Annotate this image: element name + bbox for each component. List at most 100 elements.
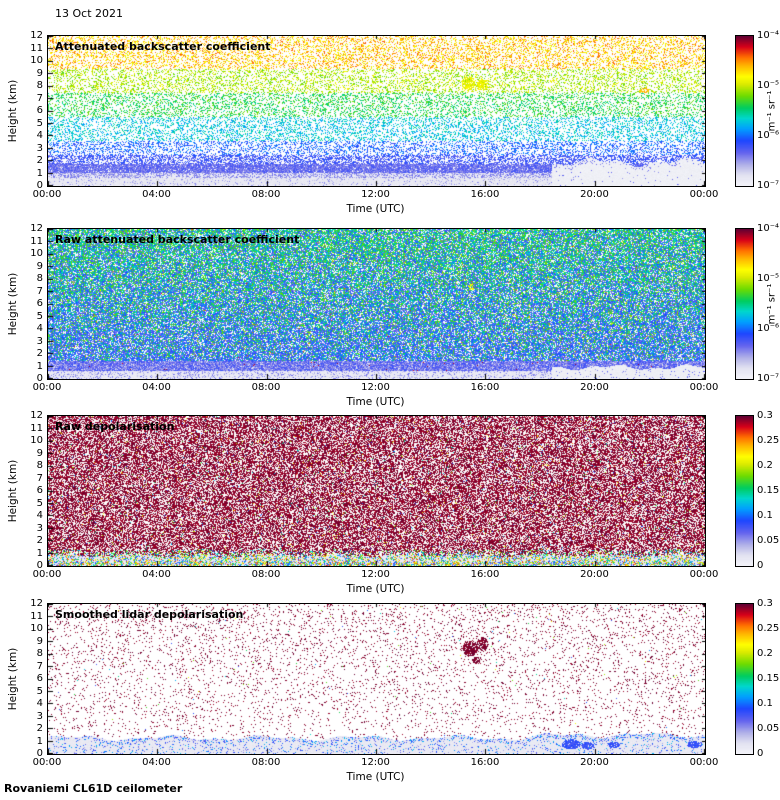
x-tick-label: 04:00 xyxy=(142,757,171,768)
x-tick-label: 04:00 xyxy=(142,569,171,580)
y-tick-label: 0 xyxy=(36,180,43,191)
y-tick-label: 8 xyxy=(36,648,43,659)
colorbar-gradient xyxy=(735,603,754,755)
colorbar-tick-label: 0.15 xyxy=(757,673,780,684)
y-tick-label: 5 xyxy=(36,685,43,697)
colorbar-tick-labels: 10⁻⁴ 10⁻⁵ 10⁻⁶ 10⁻⁷ xyxy=(757,30,780,191)
x-tick-label: 08:00 xyxy=(251,382,281,393)
colorbar-tick-label: 0 xyxy=(757,560,764,571)
colorbar-tick-label: 10⁻⁶ xyxy=(757,130,780,141)
y-tick-label: 2 xyxy=(36,723,43,734)
colorbar-tick-label: 0.05 xyxy=(757,723,780,734)
colorbar-tick-label: 0 xyxy=(757,748,764,759)
instrument-label: Rovaniemi CL61D ceilometer xyxy=(4,782,183,795)
y-tick-label: 7 xyxy=(36,92,43,104)
x-tick-label: 12:00 xyxy=(361,569,390,580)
heatmap-canvas xyxy=(48,604,705,754)
y-tick-label: 4 xyxy=(36,510,43,521)
y-tick-label: 10 xyxy=(30,623,43,634)
date-label: 13 Oct 2021 xyxy=(55,7,124,20)
y-tick-label: 4 xyxy=(36,323,43,334)
panel-title: Raw depolarisation xyxy=(55,420,175,433)
y-tick-label: 4 xyxy=(36,698,43,709)
y-tick-label: 10 xyxy=(30,248,43,259)
x-tick-label: 16:00 xyxy=(470,382,500,393)
plot-area: Raw depolarisation xyxy=(47,415,706,567)
panel-title: Smoothed lidar depolarisation xyxy=(55,608,244,621)
x-tick-label: 08:00 xyxy=(251,569,281,580)
x-axis-label: Time (UTC) xyxy=(346,396,405,408)
y-tick-label: 8 xyxy=(36,460,43,471)
y-tick-label: 5 xyxy=(36,497,43,509)
colorbar-tick-label: 0.3 xyxy=(757,598,773,609)
colorbar-tick-label: 10⁻⁶ xyxy=(757,323,780,334)
colorbar-gradient xyxy=(735,228,754,380)
colorbar-tick-label: 0.1 xyxy=(757,510,773,521)
colorbar-unit-label: m⁻¹ sr⁻¹ xyxy=(766,90,778,132)
colorbar-tick-label: 0.2 xyxy=(757,648,773,659)
heatmap-canvas xyxy=(48,229,705,379)
x-tick-label: 12:00 xyxy=(361,382,390,393)
colorbar-tick-label: 0.2 xyxy=(757,460,773,471)
y-tick-label: 5 xyxy=(36,310,43,322)
colorbar-tick-label: 10⁻⁷ xyxy=(757,373,780,384)
y-axis-tick-labels: 12 11 10 9 8 7 6 5 4 3 2 1 0 xyxy=(0,410,44,571)
plot-area: Smoothed lidar depolarisation xyxy=(47,603,706,755)
y-tick-label: 1 xyxy=(36,735,43,747)
y-axis-tick-labels: 12 11 10 9 8 7 6 5 4 3 2 1 0 xyxy=(0,30,44,191)
x-tick-label: 00:00 xyxy=(689,189,719,200)
y-tick-label: 9 xyxy=(36,67,43,79)
y-tick-label: 1 xyxy=(36,547,43,559)
y-tick-label: 7 xyxy=(36,472,43,484)
panel-raw-backscatter: Height (km) Raw attenuated backscatter c… xyxy=(0,223,780,420)
y-tick-label: 10 xyxy=(30,55,43,66)
colorbar-tick-label: 0.05 xyxy=(757,535,780,546)
x-tick-label: 04:00 xyxy=(142,382,171,393)
y-tick-label: 3 xyxy=(36,142,43,154)
y-tick-label: 11 xyxy=(30,422,43,434)
y-tick-label: 9 xyxy=(36,260,43,272)
colorbar-tick-label: 10⁻⁷ xyxy=(757,180,780,191)
x-tick-label: 20:00 xyxy=(580,189,609,200)
y-tick-label: 8 xyxy=(36,80,43,91)
x-tick-label: 16:00 xyxy=(470,569,500,580)
y-tick-label: 7 xyxy=(36,660,43,672)
colorbar-gradient xyxy=(735,35,754,187)
x-tick-label: 16:00 xyxy=(470,189,500,200)
colorbar-tick-label: 0.25 xyxy=(757,435,780,446)
colorbar-tick-label: 10⁻⁵ xyxy=(757,80,780,91)
y-tick-label: 9 xyxy=(36,447,43,459)
heatmap-canvas xyxy=(48,36,705,186)
y-tick-label: 1 xyxy=(36,360,43,372)
x-tick-label: 00:00 xyxy=(32,382,62,393)
y-tick-label: 8 xyxy=(36,273,43,284)
colorbar-tick-label: 0.1 xyxy=(757,698,773,709)
x-tick-label: 00:00 xyxy=(32,757,62,768)
y-tick-label: 12 xyxy=(30,30,43,41)
y-tick-label: 6 xyxy=(36,105,43,116)
panel-title: Attenuated backscatter coefficient xyxy=(55,40,271,53)
y-tick-label: 3 xyxy=(36,522,43,534)
x-axis-label: Time (UTC) xyxy=(346,203,405,215)
colorbar-tick-labels: 10⁻⁴ 10⁻⁵ 10⁻⁶ 10⁻⁷ xyxy=(757,223,780,384)
x-tick-label: 12:00 xyxy=(361,757,390,768)
panel-attenuated-backscatter: Height (km) Attenuated backscatter coeff… xyxy=(0,30,780,227)
x-tick-label: 00:00 xyxy=(689,757,719,768)
y-tick-label: 6 xyxy=(36,485,43,496)
x-tick-label: 20:00 xyxy=(580,569,609,580)
y-tick-label: 12 xyxy=(30,598,43,609)
x-tick-label: 04:00 xyxy=(142,189,171,200)
colorbar: 10⁻⁴ 10⁻⁵ 10⁻⁶ 10⁻⁷ m⁻¹ sr⁻¹ xyxy=(735,30,780,191)
x-tick-label: 08:00 xyxy=(251,189,281,200)
colorbar-tick-label: 0.15 xyxy=(757,485,780,496)
y-tick-label: 6 xyxy=(36,298,43,309)
colorbar-tick-label: 10⁻⁴ xyxy=(757,223,780,234)
y-tick-label: 4 xyxy=(36,130,43,141)
y-tick-label: 0 xyxy=(36,748,43,759)
colorbar: 0.3 0.25 0.2 0.15 0.1 0.05 0 xyxy=(735,598,780,759)
colorbar-unit-label: m⁻¹ sr⁻¹ xyxy=(766,283,778,325)
colorbar-gradient xyxy=(735,415,754,567)
y-tick-label: 0 xyxy=(36,373,43,384)
y-tick-label: 9 xyxy=(36,635,43,647)
colorbar-tick-label: 10⁻⁵ xyxy=(757,273,780,284)
